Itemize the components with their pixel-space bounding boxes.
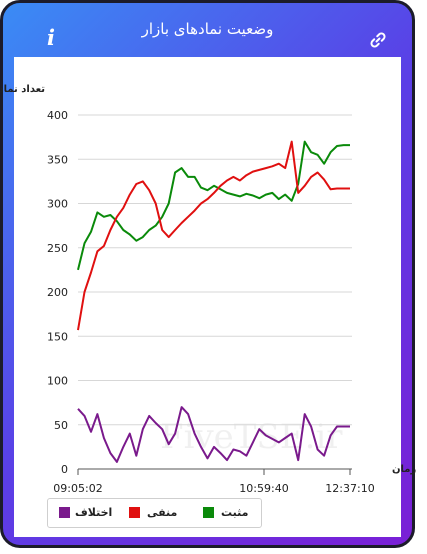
- x-tick-label: 12:37:10: [325, 482, 374, 495]
- series-lines: [77, 140, 350, 463]
- chart-title: وضعیت نمادهای بازار: [141, 20, 274, 38]
- y-tick-label: 0: [61, 463, 68, 476]
- watermark: FiveTSE.ir: [160, 417, 343, 457]
- legend-label: اختلاف: [75, 506, 113, 519]
- legend-item-difference[interactable]: اختلاف: [53, 506, 116, 520]
- y-tick-label: 350: [47, 153, 68, 166]
- series-line-2: [77, 406, 350, 463]
- grid-lines: [78, 114, 352, 470]
- series-line-1: [77, 140, 350, 331]
- y-axis-ticks: 0 50 100 150 200 250 300 350 400: [47, 109, 68, 476]
- info-icon[interactable]: i: [47, 25, 55, 50]
- legend-swatch: [203, 507, 214, 518]
- legend-item-positive[interactable]: مثبت: [193, 506, 253, 520]
- legend-swatch: [59, 507, 70, 518]
- y-tick-label: 100: [47, 375, 68, 388]
- y-tick-label: 300: [47, 198, 68, 211]
- legend-swatch: [129, 507, 140, 518]
- series-line-0: [77, 140, 350, 271]
- legend-label: مثبت: [221, 506, 249, 519]
- y-tick-label: 200: [47, 286, 68, 299]
- link-icon[interactable]: [369, 31, 387, 49]
- y-tick-label: 400: [47, 109, 68, 122]
- legend: اختلاف منفی مثبت: [47, 498, 262, 528]
- x-tick-label: 09:05:02: [53, 482, 102, 495]
- x-axis-label: زمان: [392, 464, 416, 475]
- y-axis-label: تعداد نماد: [0, 84, 45, 95]
- y-tick-label: 150: [47, 330, 68, 343]
- x-axis-ticks: 09:05:02 10:59:40 12:37:10: [53, 469, 375, 495]
- y-tick-label: 250: [47, 242, 68, 255]
- x-tick-label: 10:59:40: [239, 482, 288, 495]
- legend-label: منفی: [147, 506, 178, 519]
- y-tick-label: 50: [54, 419, 68, 432]
- legend-item-negative[interactable]: منفی: [123, 506, 183, 520]
